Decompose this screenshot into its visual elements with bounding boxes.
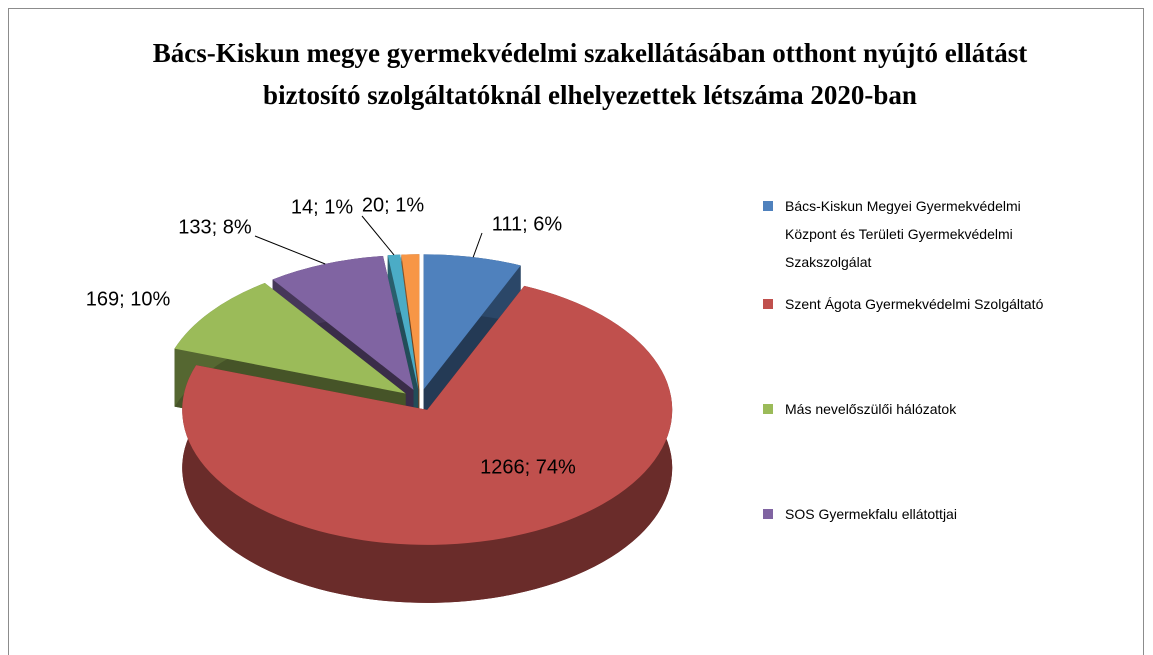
legend-item: SOS Gyermekfalu ellátottjai — [763, 500, 1053, 528]
legend-item: Szent Ágota Gyermekvédelmi Szolgáltató — [763, 290, 1053, 318]
legend-label: Más nevelőszülői hálózatok — [785, 401, 957, 417]
data-label: 1266; 74% — [480, 456, 576, 478]
slice — [423, 254, 521, 390]
slice — [387, 254, 419, 390]
data-label: 20; 1% — [362, 194, 424, 216]
legend-swatch — [763, 201, 773, 211]
slice-tops — [174, 254, 673, 545]
leader-line — [472, 232, 483, 258]
legend-item: Bács-Kiskun Megyei Gyermekvédelmi Közpon… — [763, 192, 1053, 276]
slice — [182, 285, 673, 545]
legend-label: SOS Gyermekfalu ellátottjai — [785, 506, 957, 522]
legend-item: Más nevelőszülői hálózatok — [763, 395, 1053, 423]
leader-line — [361, 215, 395, 256]
slice — [272, 255, 414, 390]
leader-line — [254, 235, 326, 265]
legend-swatch — [763, 509, 773, 519]
legend-label: Bács-Kiskun Megyei Gyermekvédelmi Közpon… — [785, 198, 1021, 270]
slice — [401, 254, 420, 390]
chart-title: Bács-Kiskun megye gyermekvédelmi szakell… — [152, 38, 1028, 110]
data-label: 169; 10% — [86, 288, 171, 310]
data-label: 111; 6% — [492, 213, 563, 235]
data-label: 14; 1% — [291, 196, 353, 218]
slice — [174, 283, 406, 394]
legend-swatch — [763, 404, 773, 414]
chart-border — [8, 8, 1144, 655]
data-label: 133; 8% — [178, 216, 252, 238]
legend-swatch — [763, 299, 773, 309]
legend-label: Szent Ágota Gyermekvédelmi Szolgáltató — [785, 296, 1044, 312]
